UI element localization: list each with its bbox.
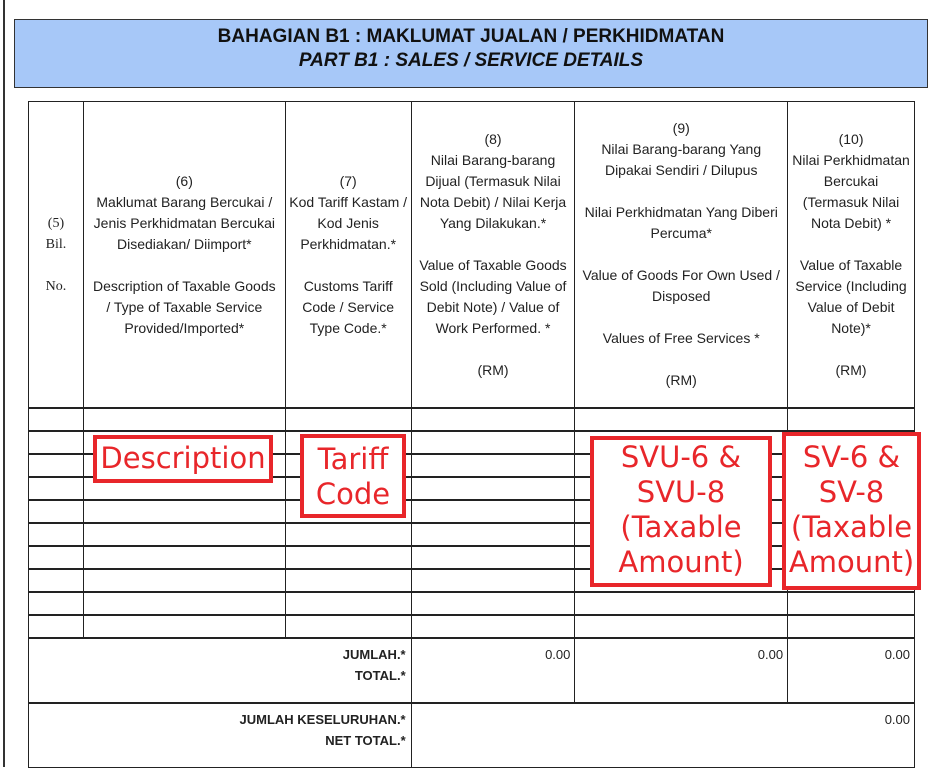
col-goods-value-header: (8) Nilai Barang-barang Dijual (Termasuk …	[410, 101, 576, 409]
annotation-sv: SV-6 & SV-8 (Taxable Amount)	[782, 432, 921, 590]
annotation-description: Description	[93, 435, 273, 483]
total-col8: 0.00	[410, 637, 576, 704]
section-title-ms: BAHAGIAN B1 : MAKLUMAT JUALAN / PERKHIDM…	[217, 26, 725, 47]
section-title-en: PART B1 : SALES / SERVICE DETAILS	[298, 50, 644, 71]
table-row	[28, 614, 915, 639]
table-row	[28, 407, 915, 432]
col-description-header: (6) Maklumat Barang Bercukai / Jenis Perk…	[82, 101, 286, 409]
annotation-tariff: Tariff Code	[300, 434, 406, 518]
total-col10: 0.00	[787, 637, 915, 704]
net-total-value: 0.00	[410, 702, 916, 768]
col-bil-header: (5) Bil. No.	[28, 101, 84, 409]
header-row: (5) Bil. No. (6) Maklumat Barang Bercukai /…	[28, 101, 915, 409]
total-label: JUMLAH.* TOTAL.*	[28, 637, 412, 704]
total-col9: 0.00	[574, 637, 789, 704]
col-own-use-header: (9) Nilai Barang-barang Yang Dipakai Send…	[574, 101, 789, 409]
net-total-label: JUMLAH KESELURUHAN.* NET TOTAL.*	[28, 702, 412, 768]
net-total-row: JUMLAH KESELURUHAN.* NET TOTAL.* 0.00	[28, 702, 916, 768]
page-frame	[3, 0, 936, 767]
table-row	[28, 591, 915, 616]
annotation-svu: SVU-6 & SVU-8 (Taxable Amount)	[590, 436, 772, 587]
col-service-value-header: (10) Nilai Perkhidmatan Bercukai (Termasu…	[787, 101, 915, 409]
col-tariff-header: (7) Kod Tariff Kastam / Kod Jenis Perkhid…	[284, 101, 412, 409]
total-row: JUMLAH.* TOTAL.* 0.00 0.00 0.00	[28, 637, 915, 704]
section-header: BAHAGIAN B1 : MAKLUMAT JUALAN / PERKHIDM…	[14, 19, 928, 88]
